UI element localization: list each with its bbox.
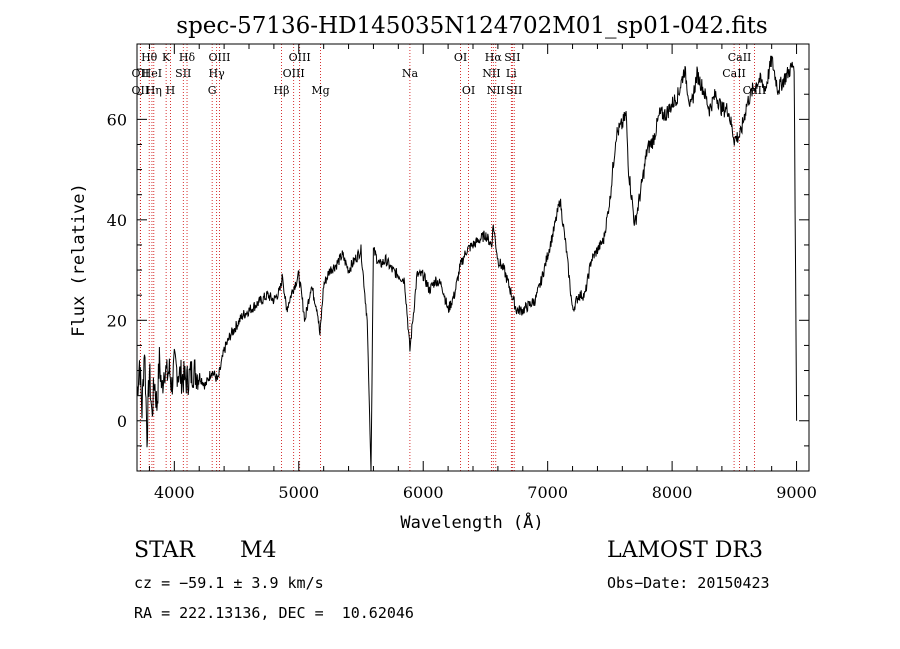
spectral-line-label: OI bbox=[462, 84, 475, 97]
x-axis-label: Wavelength (Å) bbox=[400, 511, 543, 533]
coordinates: RA = 222.13136, DEC = 10.62046 bbox=[134, 604, 414, 622]
spectral-line-label: Li bbox=[506, 67, 517, 80]
spectrum-line bbox=[136, 55, 798, 472]
spectral-line-label: Na bbox=[402, 67, 419, 80]
x-tick-label: 6000 bbox=[403, 483, 444, 502]
y-tick-label: 0 bbox=[117, 412, 127, 431]
spectral-line-label: OII bbox=[132, 84, 150, 97]
spectral-line-label: OII bbox=[132, 67, 150, 80]
spectral-line-label: K bbox=[162, 51, 171, 64]
x-tick-label: 4000 bbox=[154, 483, 195, 502]
x-tick-label: 9000 bbox=[776, 483, 817, 502]
y-tick-label: 20 bbox=[107, 311, 127, 330]
spectral-line-label: NII bbox=[482, 67, 500, 80]
spectral-line-label: SII bbox=[175, 67, 191, 80]
spectral-line-label: OIII bbox=[283, 67, 305, 80]
survey-name: LAMOST DR3 bbox=[607, 538, 763, 563]
line-marker-group bbox=[139, 44, 755, 471]
spectral-line-label: HeI bbox=[142, 67, 162, 80]
spectral-line-label: H bbox=[166, 84, 176, 97]
spectral-line-label: Mg bbox=[311, 84, 329, 97]
spectral-line-label: OIII bbox=[208, 51, 230, 64]
spectral-line-label: CaII bbox=[728, 51, 752, 64]
redshift-cz: cz = −59.1 ± 3.9 km/s bbox=[134, 574, 324, 592]
spectral-line-label: SII bbox=[504, 51, 520, 64]
axis-tick-labels: 4000 5000 6000 7000 8000 9000 0 20 40 60 bbox=[107, 110, 817, 502]
y-tick-label: 40 bbox=[107, 211, 127, 230]
spectral-line-label: OIII bbox=[289, 51, 311, 64]
spectral-line-label: G bbox=[208, 84, 217, 97]
observation-date: Obs−Date: 20150423 bbox=[607, 574, 770, 592]
axis-ticks bbox=[137, 43, 809, 472]
spectral-line-label: SII bbox=[506, 84, 522, 97]
spectral-line-label: NII bbox=[487, 84, 505, 97]
spectral-line-label: Hγ bbox=[209, 67, 226, 80]
y-axis-label: Flux (relative) bbox=[69, 183, 89, 337]
y-tick-label: 60 bbox=[107, 110, 127, 129]
object-subclass: M4 bbox=[240, 538, 277, 563]
spectral-line-label: CaII bbox=[722, 67, 746, 80]
chart-title: spec-57136-HD145035N124702M01_sp01-042.f… bbox=[176, 13, 767, 39]
object-class: STAR bbox=[134, 538, 195, 563]
spectral-line-label: Hθ bbox=[141, 51, 158, 64]
x-tick-label: 7000 bbox=[527, 483, 568, 502]
spectral-line-label: Hδ bbox=[179, 51, 196, 64]
spectral-line-label: Hη bbox=[146, 84, 162, 97]
spectral-line-label: Hα bbox=[485, 51, 503, 64]
x-tick-label: 5000 bbox=[278, 483, 319, 502]
x-tick-label: 8000 bbox=[652, 483, 693, 502]
spectral-line-label: OI bbox=[454, 51, 467, 64]
spectral-line-label: Hβ bbox=[274, 84, 290, 97]
